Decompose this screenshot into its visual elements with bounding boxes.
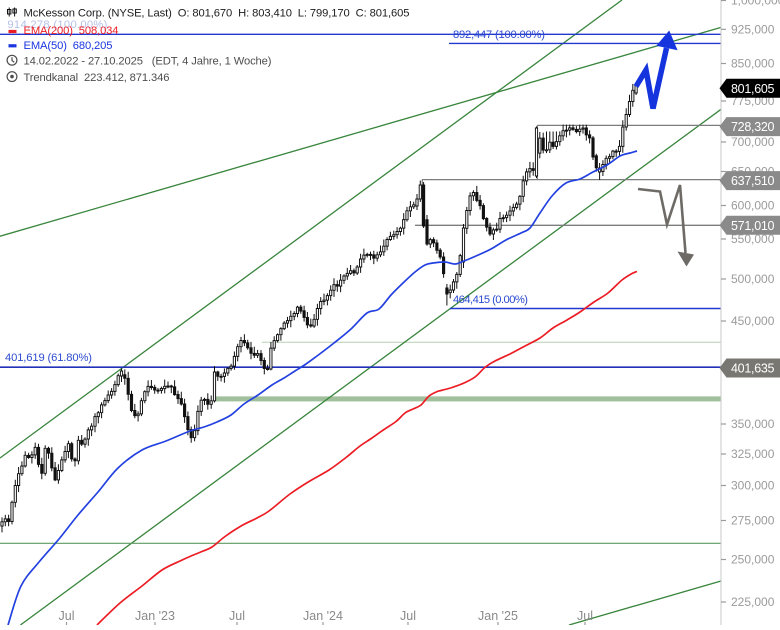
svg-text:225,000: 225,000	[731, 595, 775, 609]
svg-text:275,000: 275,000	[731, 514, 775, 528]
svg-text:850,000: 850,000	[731, 57, 775, 71]
svg-text:Jul: Jul	[577, 609, 593, 623]
svg-text:Trendkanal 223.412, 871.346: Trendkanal 223.412, 871.346	[24, 72, 170, 84]
svg-text:Jan '25: Jan '25	[478, 609, 518, 623]
svg-text:700,000: 700,000	[731, 135, 775, 149]
svg-text:Jul: Jul	[400, 609, 416, 623]
svg-text:EMA(200) 508,034: EMA(200) 508,034	[24, 25, 119, 37]
svg-text:728,320: 728,320	[731, 120, 775, 134]
svg-text:600,000: 600,000	[731, 199, 775, 213]
svg-text:350,000: 350,000	[731, 417, 775, 431]
svg-text:300,000: 300,000	[731, 479, 775, 493]
svg-text:325,000: 325,000	[731, 447, 775, 461]
svg-text:637,510: 637,510	[731, 174, 775, 188]
svg-text:250,000: 250,000	[731, 553, 775, 567]
svg-text:401,635: 401,635	[731, 362, 775, 376]
svg-text:1,000,000: 1,000,000	[731, 0, 780, 8]
svg-text:801,605: 801,605	[731, 82, 775, 96]
svg-text:McKesson Corp. (NYSE, Last) O: McKesson Corp. (NYSE, Last) O: 801,670 H…	[24, 8, 410, 20]
svg-text:450,000: 450,000	[731, 314, 775, 328]
svg-text:14.02.2022 - 27.10.2025 (EDT: 14.02.2022 - 27.10.2025 (EDT, 4 Jahre, 1…	[24, 56, 272, 68]
svg-text:EMA(50) 680,205: EMA(50) 680,205	[24, 40, 113, 52]
svg-text:914,278 (100.00%): 914,278 (100.00%)	[7, 19, 107, 31]
svg-text:925,000: 925,000	[731, 23, 775, 37]
svg-text:Jul: Jul	[229, 609, 245, 623]
svg-text:401,619 (61.80%): 401,619 (61.80%)	[5, 352, 92, 364]
svg-text:500,000: 500,000	[731, 272, 775, 286]
svg-text:892,447 (100.00%): 892,447 (100.00%)	[453, 29, 545, 41]
svg-text:571,010: 571,010	[731, 219, 775, 233]
svg-text:Jan '23: Jan '23	[135, 609, 175, 623]
svg-text:550,000: 550,000	[731, 232, 775, 246]
svg-text:Jan '24: Jan '24	[303, 609, 343, 623]
svg-text:464,415 (0.00%): 464,415 (0.00%)	[453, 294, 528, 306]
svg-text:Jul: Jul	[59, 609, 75, 623]
